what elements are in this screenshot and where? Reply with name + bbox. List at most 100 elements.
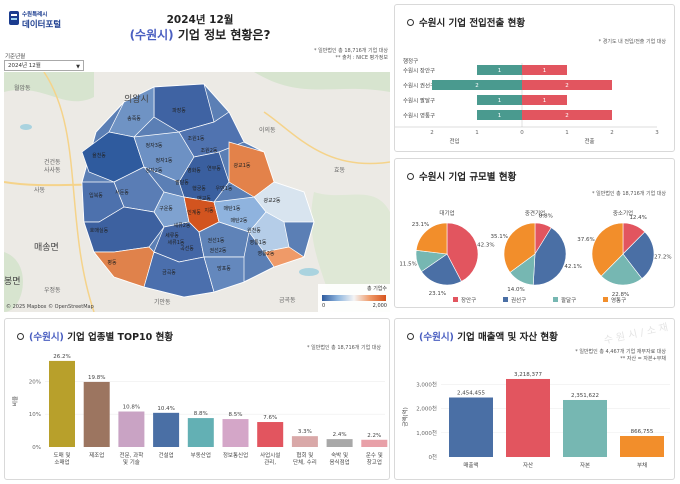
dong-label[interactable]: 세류2동 [174, 222, 191, 229]
dong-label[interactable]: 곡선동 [180, 245, 194, 252]
dong-label[interactable]: 우만1동 [216, 185, 233, 192]
portal-logo[interactable]: 수원특례시 데이터포털 [6, 6, 70, 34]
category-label: 제조업 [89, 451, 104, 459]
industry-bar[interactable] [257, 422, 284, 447]
industry-bar[interactable] [83, 381, 110, 447]
legend-min: 0 [322, 303, 326, 309]
dong-label[interactable]: 조원1동 [188, 135, 205, 142]
transfer-out-bar[interactable] [522, 110, 612, 120]
industry-bar[interactable] [291, 436, 318, 447]
dong-label[interactable]: 금곡동 [162, 270, 176, 276]
pie-slice[interactable] [446, 222, 479, 282]
month-filter-label: 기준년월 [5, 54, 26, 60]
pie-slice[interactable] [600, 253, 643, 286]
dong-label[interactable]: 영통1동 [250, 239, 267, 246]
industry-bar[interactable] [222, 419, 249, 447]
transfer-out-bar[interactable] [522, 95, 567, 105]
dong-label[interactable]: 구운동 [159, 206, 173, 212]
industry-bar[interactable] [118, 411, 145, 447]
month-select[interactable]: 2024년 12월 ▼ [4, 60, 84, 71]
dong-label[interactable]: 팔달동 [175, 179, 189, 186]
pie-slice[interactable] [591, 222, 624, 277]
page-title-city: (수원시) [129, 28, 174, 42]
dong-label[interactable]: 연무동 [207, 165, 221, 172]
dong-label[interactable]: 영통2동 [258, 250, 275, 257]
choropleth-map[interactable]: 의왕시 매송면 봉면 월암동 사사동 건건동 사동 우정동 기안동 금곡동 이의… [4, 72, 390, 312]
dong-label[interactable]: 평동 [107, 259, 117, 266]
page-title: (수원시) 기업 정보 현황은? [110, 26, 290, 43]
transfer-out-bar[interactable] [522, 80, 612, 90]
region-gwonseon[interactable] [198, 221, 250, 258]
region-wonchon[interactable] [248, 211, 290, 253]
dong-label[interactable]: 매교동 [197, 195, 211, 202]
x-tick: 3 [655, 130, 659, 136]
dong-label[interactable]: 행궁동 [192, 185, 206, 192]
pie-slice[interactable] [622, 231, 655, 280]
pie-slice[interactable] [421, 253, 462, 286]
dong-label[interactable]: 광교2동 [264, 197, 281, 204]
transfer-in-bar[interactable] [432, 80, 522, 90]
industry-bar[interactable] [187, 418, 214, 447]
transfer-out-value: 2 [565, 83, 569, 89]
transfer-panel: 수원시 기업 전입전출 현황 * 경기도 내 전입/전출 기업 대상 행정구 수원… [394, 4, 675, 152]
region-north-west[interactable] [108, 86, 155, 138]
dong-label[interactable]: 파장동 [172, 107, 186, 114]
category-label: 음식점업 [329, 458, 349, 466]
dong-label[interactable]: 율천동 [92, 152, 106, 159]
finance-bar[interactable] [449, 397, 493, 457]
dong-label[interactable]: 정자3동 [146, 142, 163, 149]
place-label-small: 건건동 [44, 158, 61, 166]
logo-line1: 수원특례시 [22, 12, 48, 18]
dong-label[interactable]: 권선2동 [210, 247, 227, 254]
transfer-in-bar[interactable] [477, 95, 522, 105]
transfer-in-bar[interactable] [477, 110, 522, 120]
finance-bar[interactable] [506, 378, 550, 457]
dong-label[interactable]: 망포동 [217, 265, 231, 272]
bar-value-label: 26.2% [53, 354, 70, 360]
page-title-rest: 기업 정보 현황은? [173, 28, 271, 42]
dong-label[interactable]: 세류동 [165, 232, 179, 239]
map-canvas[interactable]: 의왕시 매송면 봉면 월암동 사사동 건건동 사동 우정동 기안동 금곡동 이의… [4, 72, 390, 312]
dong-label[interactable]: 호매실동 [90, 227, 109, 234]
legend-swatch [603, 297, 608, 302]
dong-label[interactable]: 매탄2동 [231, 217, 248, 224]
dong-label[interactable]: 서둔동 [115, 189, 129, 196]
region-mangpo[interactable] [203, 256, 245, 293]
dong-label[interactable]: 정자1동 [156, 157, 173, 164]
dong-label[interactable]: 송죽동 [127, 115, 141, 122]
dong-label[interactable]: 정자2동 [146, 167, 163, 174]
bar-value-label: 10.4% [157, 406, 174, 412]
pie-slice[interactable] [532, 227, 567, 286]
dong-label[interactable]: 원천동 [247, 227, 261, 234]
dong-label[interactable]: 세류1동 [168, 239, 185, 246]
logo-mark-icon [9, 11, 19, 25]
dong-label[interactable]: 인계동 [187, 209, 201, 216]
pie-slice[interactable] [415, 222, 448, 255]
pie-slice[interactable] [503, 222, 536, 273]
industry-bar[interactable] [326, 439, 353, 447]
dong-label[interactable]: 영화동 [187, 167, 201, 174]
dong-label[interactable]: 권선1동 [208, 237, 225, 244]
finance-bar[interactable] [563, 399, 607, 457]
industry-bar[interactable] [361, 439, 388, 447]
y-tick: 0천 [428, 453, 437, 461]
dong-label[interactable]: 매탄1동 [224, 205, 241, 212]
transfer-in-value: 1 [498, 98, 502, 104]
industry-bar[interactable] [153, 412, 180, 447]
dong-label[interactable]: 입북동 [89, 192, 103, 199]
transfer-out-bar[interactable] [522, 65, 567, 75]
industry-bar[interactable] [49, 360, 75, 447]
dong-label[interactable]: 지동 [204, 207, 214, 214]
pie-label: 8.8% [539, 214, 553, 220]
map-water [299, 268, 319, 276]
map-water [20, 124, 32, 130]
region-yeongtong[interactable] [263, 246, 305, 268]
finance-bar[interactable] [620, 435, 664, 457]
transfer-in-bar[interactable] [477, 65, 522, 75]
dong-label[interactable]: 조원2동 [201, 147, 218, 154]
dong-label[interactable]: 광교1동 [234, 162, 251, 169]
